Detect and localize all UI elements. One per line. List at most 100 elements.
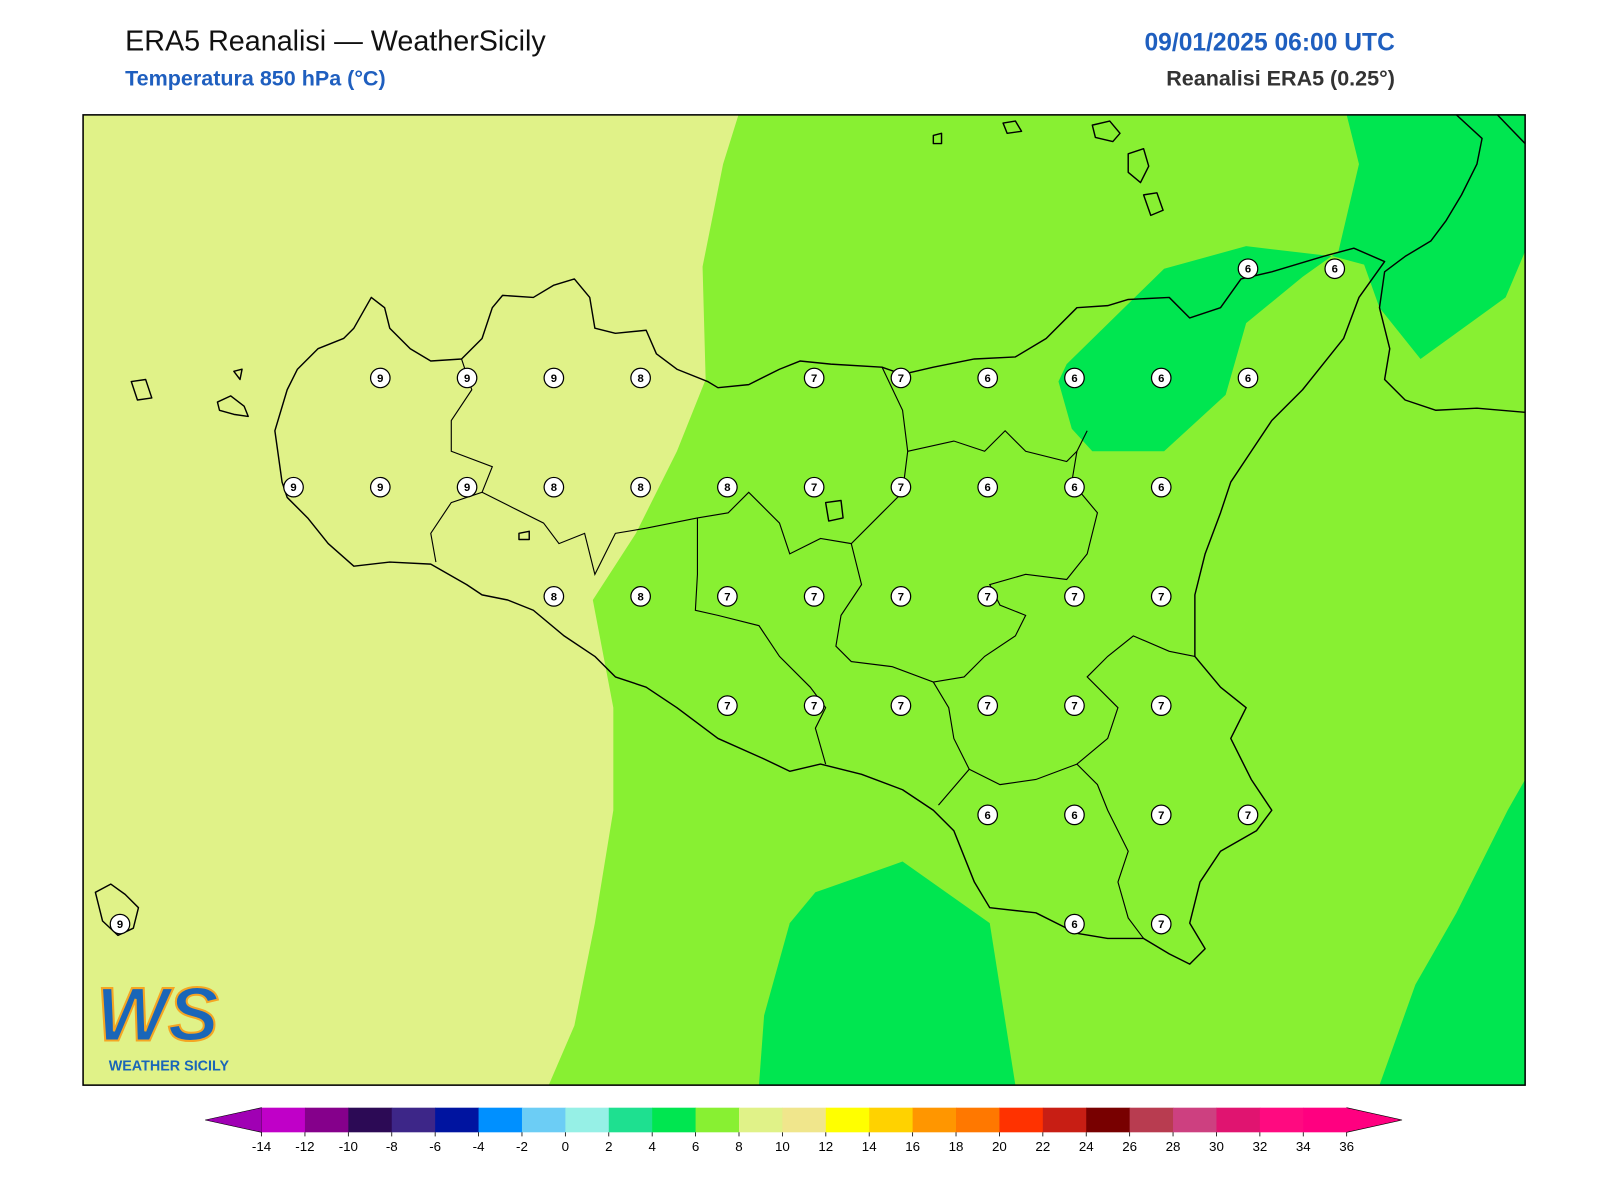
station-value: 7 bbox=[811, 701, 817, 713]
colorbar-segment bbox=[1173, 1107, 1217, 1133]
colorbar-segment bbox=[825, 1107, 870, 1133]
station-value: 7 bbox=[898, 701, 904, 713]
colorbar-tick-label: 16 bbox=[905, 1139, 920, 1154]
station-value: 8 bbox=[637, 373, 643, 385]
station: 6 bbox=[1064, 367, 1085, 389]
station-marker bbox=[1064, 476, 1085, 498]
station-marker bbox=[1324, 258, 1346, 280]
island bbox=[824, 499, 844, 522]
island bbox=[932, 132, 943, 145]
colorbar-tick-label: -12 bbox=[295, 1139, 314, 1154]
island bbox=[1002, 120, 1023, 135]
station-marker bbox=[1150, 586, 1172, 607]
colorbar-segment bbox=[999, 1107, 1044, 1133]
province-border bbox=[835, 430, 1099, 683]
colorbar-under bbox=[205, 1107, 262, 1133]
station: 7 bbox=[890, 695, 912, 716]
station-value: 6 bbox=[1158, 482, 1164, 494]
field-4-6 bbox=[758, 861, 1016, 1086]
colorbar-segment bbox=[1042, 1107, 1087, 1133]
station-marker bbox=[1237, 804, 1259, 826]
station: 7 bbox=[1150, 804, 1172, 826]
station: 6 bbox=[1064, 476, 1085, 498]
station: 8 bbox=[717, 476, 738, 498]
station-marker bbox=[890, 476, 912, 498]
station-value: 7 bbox=[1158, 591, 1164, 603]
station-marker bbox=[1237, 367, 1259, 389]
station: 7 bbox=[1150, 586, 1172, 607]
station-value: 7 bbox=[1245, 810, 1251, 822]
colorbar-segment bbox=[608, 1107, 653, 1133]
station-value: 7 bbox=[898, 373, 904, 385]
station: 9 bbox=[283, 476, 304, 498]
station-value: 6 bbox=[985, 810, 991, 822]
station-marker bbox=[543, 367, 565, 389]
station-marker bbox=[803, 367, 825, 389]
station-marker bbox=[283, 476, 304, 498]
colorbar-tick-label: 34 bbox=[1296, 1139, 1311, 1154]
field-6-8 bbox=[548, 114, 1526, 1086]
logo: WS WEATHER SICILY bbox=[95, 972, 229, 1075]
station: 7 bbox=[803, 695, 825, 716]
station: 9 bbox=[456, 476, 478, 498]
station-marker bbox=[1064, 586, 1085, 607]
colorbar-tick-label: 10 bbox=[775, 1139, 790, 1154]
station: 7 bbox=[977, 695, 999, 716]
colorbar-segment bbox=[1259, 1107, 1304, 1133]
province-border bbox=[1076, 635, 1195, 765]
colorbar-tick-label: 14 bbox=[862, 1139, 877, 1154]
station-marker bbox=[977, 804, 999, 826]
station: 7 bbox=[1150, 913, 1172, 935]
station: 9 bbox=[369, 476, 391, 498]
station-marker bbox=[630, 476, 651, 498]
coastline bbox=[1378, 114, 1526, 414]
colorbar-tick-label: -2 bbox=[516, 1139, 528, 1154]
station: 8 bbox=[630, 476, 651, 498]
colorbar: -14 -12 -10 -8 -6 -4 -2 0 2 4 6 8 10 12 14 16 18 20 22 24 26… bbox=[205, 1107, 1403, 1154]
station-marker bbox=[369, 476, 391, 498]
station: 7 bbox=[803, 586, 825, 607]
station-value: 9 bbox=[464, 373, 470, 385]
station: 7 bbox=[1064, 695, 1085, 716]
station-value: 9 bbox=[377, 373, 383, 385]
colorbar-tick-label: 4 bbox=[648, 1139, 656, 1154]
station-marker bbox=[1064, 913, 1085, 935]
station-value: 7 bbox=[1158, 701, 1164, 713]
station-marker bbox=[803, 695, 825, 716]
colorbar-tick-label: 6 bbox=[692, 1139, 699, 1154]
station-marker bbox=[109, 913, 131, 935]
colorbar-tick-label: 0 bbox=[562, 1139, 569, 1154]
colorbar-tick-label: 24 bbox=[1079, 1139, 1094, 1154]
station-value: 9 bbox=[464, 482, 470, 494]
colorbar-tick-label: 8 bbox=[735, 1139, 742, 1154]
province-border bbox=[968, 763, 1145, 939]
station: 7 bbox=[803, 367, 825, 389]
station-marker bbox=[630, 367, 651, 389]
station: 6 bbox=[977, 367, 999, 389]
colorbar-tick-label: 20 bbox=[992, 1139, 1007, 1154]
colorbar-tick-label: 2 bbox=[605, 1139, 612, 1154]
colorbar-segment bbox=[304, 1107, 349, 1133]
map-frame bbox=[82, 114, 1526, 1086]
station-marker bbox=[890, 695, 912, 716]
station-marker bbox=[977, 476, 999, 498]
province-border bbox=[430, 358, 494, 563]
station-marker bbox=[1064, 695, 1085, 716]
colorbar-tick-label: 26 bbox=[1122, 1139, 1137, 1154]
station: 7 bbox=[890, 586, 912, 607]
station-marker bbox=[803, 476, 825, 498]
station: 8 bbox=[543, 586, 565, 607]
field-4-6 bbox=[1379, 779, 1526, 1086]
station-marker bbox=[977, 586, 999, 607]
station-value: 7 bbox=[898, 591, 904, 603]
map-field bbox=[83, 114, 1526, 1086]
station: 6 bbox=[977, 804, 999, 826]
station-marker bbox=[543, 586, 565, 607]
station: 6 bbox=[1150, 476, 1172, 498]
station: 7 bbox=[1064, 586, 1085, 607]
station: 7 bbox=[977, 586, 999, 607]
colorbar-tick-label: 12 bbox=[818, 1139, 833, 1154]
station: 8 bbox=[630, 586, 651, 607]
colorbar-segment bbox=[261, 1107, 306, 1133]
